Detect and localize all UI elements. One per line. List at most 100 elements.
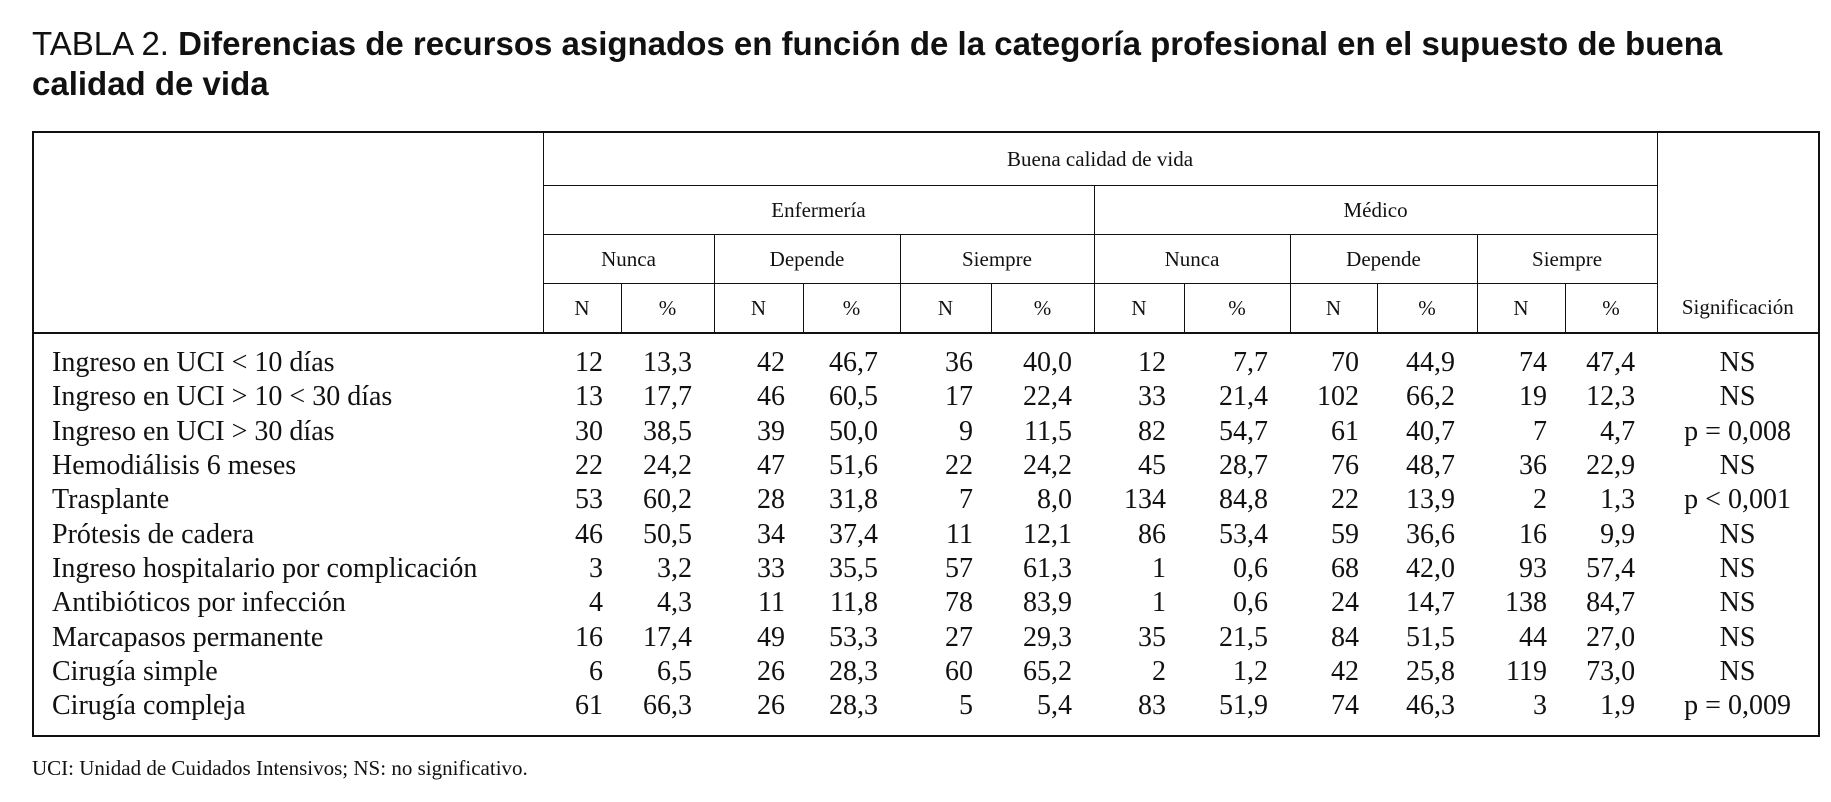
- count-cell: 22: [1331, 484, 1359, 516]
- title-label: TABLA 2.: [32, 25, 169, 62]
- percent-cell: 31,8: [829, 484, 878, 516]
- count-cell: 74: [1519, 347, 1547, 379]
- count-cell: 36: [1519, 450, 1547, 482]
- count-cell: 1: [1152, 587, 1166, 619]
- count-cell: 1: [1152, 552, 1166, 584]
- count-cell: 84: [1331, 621, 1359, 653]
- row-label: Hemodiálisis 6 meses: [52, 450, 297, 482]
- percent-cell: 7,7: [1233, 347, 1268, 379]
- percent-cell: 12,1: [1023, 518, 1072, 550]
- count-cell: 70: [1331, 347, 1359, 379]
- count-cell: 42: [757, 347, 785, 379]
- count-cell: 3: [589, 552, 603, 584]
- count-cell: 12: [575, 347, 603, 379]
- percent-cell: 66,3: [643, 690, 692, 722]
- profession-header: Enfermería: [542, 185, 1095, 235]
- percent-cell: 47,4: [1586, 347, 1636, 379]
- count-cell: 5: [959, 690, 973, 722]
- count-cell: 22: [945, 450, 973, 482]
- response-header: Siempre: [1476, 234, 1658, 284]
- count-cell: 24: [1331, 587, 1359, 619]
- count-cell: 53: [575, 484, 603, 516]
- count-cell: 3: [1533, 690, 1547, 722]
- header-row: N% N% N% N% N% N%: [33, 283, 1819, 334]
- percent-cell: 6,5: [657, 655, 692, 687]
- response-header: Nunca: [542, 234, 715, 284]
- percent-cell: 51,6: [829, 450, 878, 482]
- significance-cell: p < 0,001: [1684, 484, 1791, 516]
- significance-cell: NS: [1719, 381, 1756, 413]
- count-cell: 33: [757, 552, 785, 584]
- count-cell: 33: [1138, 381, 1166, 413]
- table-row: Antibióticos por infección 4 4,3 11 11,8 78 83…: [33, 586, 1819, 620]
- unit-header: N: [542, 283, 622, 334]
- percent-cell: 4,7: [1600, 415, 1636, 447]
- count-cell: 9: [959, 415, 973, 447]
- count-cell: 49: [757, 621, 785, 653]
- percent-cell: 53,4: [1219, 518, 1268, 550]
- percent-cell: 24,2: [643, 450, 692, 482]
- percent-cell: 66,2: [1406, 381, 1455, 413]
- percent-cell: 13,9: [1406, 484, 1455, 516]
- significance-cell: p = 0,009: [1684, 690, 1791, 722]
- percent-cell: 46,3: [1406, 690, 1455, 722]
- count-cell: 34: [757, 518, 785, 550]
- significance-cell: NS: [1719, 518, 1756, 550]
- count-cell: 7: [1533, 415, 1547, 447]
- significance-cell: p = 0,008: [1684, 415, 1791, 447]
- count-cell: 74: [1331, 690, 1359, 722]
- unit-header: %: [1564, 283, 1658, 334]
- percent-cell: 60,5: [829, 381, 878, 413]
- count-cell: 57: [945, 552, 973, 584]
- percent-cell: 37,4: [829, 518, 878, 550]
- table-row: Marcapasos permanente 16 17,4 49 53,3 27 29,3 3…: [33, 620, 1819, 654]
- count-cell: 102: [1317, 381, 1359, 413]
- header-row: Buena calidad de vida Significación: [32, 131, 1820, 334]
- significance-header: Significación: [1656, 131, 1820, 334]
- table-body: Ingreso en UCI < 10 días 12 13,3 42 46,7 36 40…: [33, 333, 1819, 736]
- row-label: Cirugía compleja: [52, 690, 246, 722]
- count-cell: 68: [1331, 552, 1359, 584]
- count-cell: 7: [959, 484, 973, 516]
- title-text: Diferencias de recursos asignados en fun…: [32, 25, 1723, 102]
- percent-cell: 17,7: [643, 381, 692, 413]
- percent-cell: 36,6: [1406, 518, 1455, 550]
- count-cell: 11: [758, 587, 785, 619]
- percent-cell: 46,7: [829, 347, 878, 379]
- table-row: Ingreso en UCI > 10 < 30 días 13 17,7 46 60,…: [33, 380, 1819, 414]
- unit-header: %: [990, 283, 1095, 334]
- table-header: Buena calidad de vida Significación Enferm…: [32, 131, 1820, 334]
- percent-cell: 73,0: [1586, 655, 1636, 687]
- percent-cell: 9,9: [1600, 518, 1636, 550]
- count-cell: 16: [1519, 518, 1547, 550]
- unit-header: N: [899, 283, 992, 334]
- count-cell: 60: [945, 655, 973, 687]
- count-cell: 30: [575, 415, 603, 447]
- percent-cell: 50,5: [643, 518, 692, 550]
- unit-header: N: [1476, 283, 1566, 334]
- count-cell: 82: [1138, 415, 1166, 447]
- table-title: TABLA 2. Diferencias de recursos asignad…: [32, 24, 1792, 104]
- percent-cell: 57,4: [1586, 552, 1636, 584]
- percent-cell: 84,8: [1219, 484, 1268, 516]
- percent-cell: 51,5: [1406, 621, 1455, 653]
- percent-cell: 61,3: [1023, 552, 1072, 584]
- table-row: Trasplante 53 60,2 28 31,8 7 8,0 134 84,8 22 13,9 2…: [33, 483, 1819, 517]
- percent-cell: 27,0: [1586, 621, 1636, 653]
- percent-cell: 3,2: [657, 552, 692, 584]
- table-row: Hemodiálisis 6 meses 22 24,2 47 51,6 22 24,2 45…: [33, 449, 1819, 483]
- count-cell: 22: [575, 450, 603, 482]
- significance-cell: NS: [1719, 587, 1756, 619]
- footnote: UCI: Unidad de Cuidados Intensivos; NS: …: [32, 756, 528, 780]
- count-cell: 26: [757, 655, 785, 687]
- count-cell: 46: [575, 518, 603, 550]
- percent-cell: 44,9: [1406, 347, 1455, 379]
- percent-cell: 11,8: [830, 587, 878, 619]
- percent-cell: 22,4: [1023, 381, 1072, 413]
- count-cell: 119: [1506, 655, 1547, 687]
- percent-cell: 0,6: [1233, 587, 1268, 619]
- percent-cell: 40,7: [1406, 415, 1455, 447]
- count-cell: 93: [1519, 552, 1547, 584]
- percent-cell: 48,7: [1406, 450, 1455, 482]
